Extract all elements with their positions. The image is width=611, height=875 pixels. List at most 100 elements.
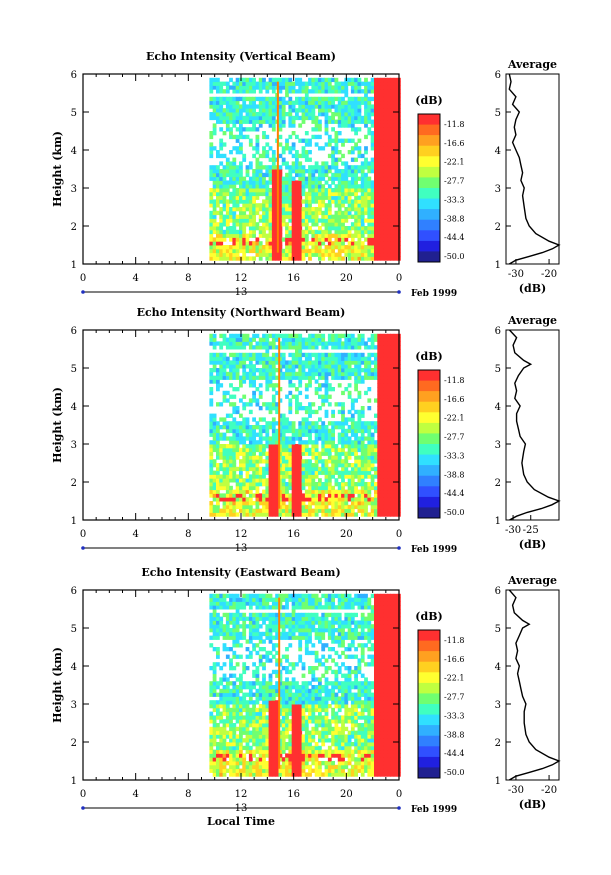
- heatmap-cell: [239, 108, 243, 113]
- heatmap-cell: [271, 210, 276, 216]
- heatmap-cell: [393, 85, 398, 90]
- heatmap-cell: [387, 421, 391, 426]
- heatmap-cell: [383, 482, 388, 487]
- heatmap-cell: [331, 195, 335, 200]
- heatmap-cell: [278, 226, 283, 231]
- heatmap-cell: [229, 745, 233, 751]
- heatmap-cell: [222, 662, 227, 667]
- heatmap-cell: [380, 421, 385, 426]
- heatmap-cell: [281, 337, 286, 342]
- heatmap-cell: [364, 100, 368, 105]
- heatmap-cell: [331, 245, 335, 250]
- heatmap-cell: [291, 360, 296, 365]
- heatmap-cell: [225, 172, 230, 178]
- heatmap-cell: [271, 504, 276, 510]
- heatmap-cell: [383, 142, 388, 147]
- heatmap-cell: [308, 252, 312, 257]
- heatmap-cell: [354, 432, 358, 437]
- heatmap-cell: [229, 631, 233, 637]
- heatmap-cell: [229, 218, 233, 223]
- heatmap-cell: [271, 191, 276, 197]
- heatmap-cell: [242, 428, 247, 434]
- heatmap-cell: [318, 165, 322, 170]
- heatmap-cell: [387, 241, 391, 246]
- heatmap-cell: [311, 100, 316, 105]
- heatmap-cell: [291, 428, 296, 434]
- heatmap-cell: [268, 100, 273, 105]
- heatmap-cell: [235, 772, 240, 777]
- heatmap-cell: [357, 222, 362, 227]
- heatmap-cell: [344, 119, 349, 124]
- heatmap-cell: [390, 256, 395, 261]
- heatmap-cell: [245, 447, 250, 453]
- heatmap-cell: [350, 368, 355, 373]
- heatmap-cell: [271, 104, 276, 109]
- heatmap-cell: [275, 345, 279, 350]
- heatmap-cell: [268, 115, 273, 121]
- heatmap-cell: [324, 237, 329, 242]
- heatmap-cell: [370, 504, 375, 510]
- heatmap-cell: [377, 352, 382, 358]
- heatmap-cell: [387, 245, 391, 250]
- heatmap-cell: [374, 142, 378, 147]
- heatmap-cell: [383, 229, 388, 235]
- heatmap-cell: [232, 440, 237, 445]
- heatmap-cell: [390, 337, 395, 342]
- heatmap-cell: [225, 188, 230, 193]
- heatmap-cell: [255, 150, 260, 155]
- heatmap-cell: [278, 493, 283, 498]
- heatmap-cell: [380, 112, 385, 117]
- heatmap-cell: [357, 119, 362, 124]
- heatmap-cell: [252, 127, 256, 132]
- heatmap-cell: [347, 417, 352, 422]
- heatmap-cell: [222, 493, 227, 498]
- heatmap-cell: [295, 493, 299, 498]
- heatmap-cell: [377, 413, 382, 418]
- heatmap-cell: [291, 104, 296, 109]
- heatmap-cell: [232, 512, 237, 517]
- heatmap-cell: [360, 474, 365, 479]
- heatmap-cell: [308, 402, 312, 407]
- heatmap-cell: [245, 463, 250, 468]
- heatmap-cell: [304, 497, 309, 502]
- heatmap-cell: [265, 425, 270, 430]
- heatmap-cell: [288, 447, 293, 453]
- heatmap-cell: [334, 233, 339, 238]
- heatmap-cell: [393, 218, 398, 223]
- heatmap-cell: [321, 485, 326, 491]
- heatmap-cell: [242, 184, 247, 189]
- heatmap-cell: [377, 100, 382, 105]
- heatmap-cell: [232, 199, 237, 204]
- heatmap-cell: [380, 390, 385, 396]
- heatmap-cell: [258, 356, 263, 361]
- heatmap-cell: [281, 428, 286, 434]
- heatmap-cell: [281, 104, 286, 109]
- heatmap-cell: [354, 112, 358, 117]
- heatmap-cell: [377, 93, 382, 98]
- heatmap-cell: [291, 218, 296, 223]
- heatmap-cell: [308, 77, 312, 83]
- heatmap-cell: [245, 474, 250, 479]
- heatmap-cell: [304, 229, 309, 235]
- heatmap-cell: [337, 245, 342, 250]
- heatmap-cell: [262, 497, 266, 502]
- heatmap-cell: [334, 337, 339, 342]
- heatmap-cell: [248, 352, 253, 358]
- heatmap-cell: [380, 138, 385, 143]
- heatmap-cell: [239, 375, 243, 380]
- heatmap-cell: [255, 252, 260, 257]
- heatmap-cell: [229, 352, 233, 358]
- heatmap-cell: [357, 482, 362, 487]
- heatmap-cell: [377, 387, 382, 392]
- heatmap-cell: [387, 252, 391, 257]
- heatmap-cell: [232, 601, 237, 606]
- heatmap-cell: [216, 368, 220, 373]
- colorbar-tick-label: -50.0: [444, 508, 465, 517]
- heatmap-cell: [219, 593, 224, 599]
- heatmap-cell: [239, 478, 243, 483]
- heatmap-cell: [252, 371, 256, 377]
- heatmap-cell: [258, 100, 263, 105]
- heatmap-cell: [235, 474, 240, 479]
- heatmap-cell: [383, 455, 388, 460]
- heatmap-cell: [311, 478, 316, 483]
